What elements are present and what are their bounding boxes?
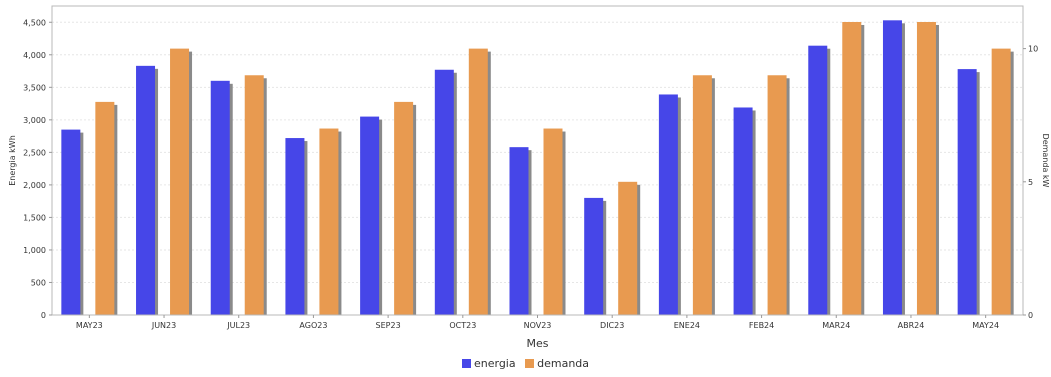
x-tick-label: AGO23 [299, 321, 327, 330]
bar-demanda-JUL23 [244, 75, 264, 315]
bar-demanda-NOV23 [543, 128, 563, 315]
bar-energia-AGO23 [285, 138, 305, 315]
legend: energia demanda [0, 357, 1051, 371]
gridlines [52, 21, 1023, 316]
legend-label-demanda: demanda [537, 357, 590, 370]
legend-item-demanda[interactable]: demanda [525, 357, 589, 370]
left-tick-label: 3,000 [23, 116, 46, 125]
bar-energia-MAY23 [61, 129, 81, 315]
bars [61, 20, 1014, 316]
x-tick-label: ABR24 [898, 321, 925, 330]
x-tick-label: OCT23 [449, 321, 476, 330]
bar-demanda-ABR24 [916, 21, 936, 316]
left-axis-ticks: 0 500 1,000 1,500 2,000 2,500 3,000 3,500 4,000 4… [23, 18, 52, 320]
bar-energia-ENE24 [658, 94, 678, 315]
bar-energia-NOV23 [509, 147, 529, 315]
left-axis-title: Energia kWh [8, 135, 17, 186]
bar-energia-JUN23 [136, 65, 156, 315]
left-tick-label: 500 [31, 278, 46, 287]
bar-energia-SEP23 [360, 116, 380, 315]
bar-demanda-ENE24 [692, 75, 712, 315]
bar-energia-ABR24 [882, 20, 902, 315]
left-tick-label: 1,000 [23, 246, 46, 255]
bar-demanda-JUN23 [170, 48, 190, 315]
x-tick-label: JUL23 [226, 321, 250, 330]
x-tick-label: SEP23 [376, 321, 401, 330]
bar-demanda-MAR24 [842, 21, 862, 316]
bar-energia-DIC23 [584, 197, 604, 315]
bar-demanda-FEB24 [767, 75, 787, 315]
x-tick-label: DIC23 [600, 321, 624, 330]
bar-demanda-OCT23 [468, 48, 488, 315]
bar-demanda-SEP23 [394, 101, 414, 316]
bar-energia-JUL23 [210, 80, 230, 316]
right-tick-label: 0 [1028, 311, 1033, 320]
x-tick-label: MAY24 [972, 321, 999, 330]
left-tick-label: 0 [41, 311, 46, 320]
right-axis-title: Demanda kW [1041, 134, 1050, 188]
left-tick-label: 1,500 [23, 213, 46, 222]
left-tick-label: 2,000 [23, 181, 46, 190]
x-tick-label: JUN23 [151, 321, 176, 330]
bar-demanda-MAY23 [95, 101, 115, 316]
x-axis-ticks: MAY23 JUN23 JUL23 AGO23 SEP23 OCT23 NOV23 DIC23… [76, 315, 999, 330]
bar-energia-MAR24 [808, 45, 828, 316]
bar-demanda-MAY24 [991, 48, 1011, 315]
legend-label-energia: energia [473, 357, 516, 370]
legend-swatch-energia [461, 359, 471, 368]
right-axis-ticks: 0 5 10 [1023, 45, 1038, 320]
right-tick-label: 10 [1028, 45, 1038, 54]
x-tick-label: ENE24 [674, 321, 700, 330]
left-tick-label: 2,500 [23, 148, 46, 157]
x-tick-label: FEB24 [749, 321, 774, 330]
plot-frame [51, 5, 1024, 316]
left-tick-label: 3,500 [23, 83, 46, 92]
legend-swatch-demanda [525, 359, 535, 368]
bar-energia-MAY24 [957, 69, 977, 316]
bar-demanda-AGO23 [319, 128, 339, 315]
bar-demanda-DIC23 [618, 181, 638, 315]
left-tick-label: 4,000 [23, 51, 46, 60]
right-tick-label: 5 [1028, 178, 1033, 187]
x-tick-label: MAR24 [822, 321, 850, 330]
x-tick-label: MAY23 [76, 321, 103, 330]
bar-energia-FEB24 [733, 107, 753, 315]
legend-item-energia[interactable]: energia [461, 357, 516, 370]
left-tick-label: 4,500 [23, 18, 46, 27]
x-axis-title: Mes [527, 337, 549, 350]
bar-energia-OCT23 [434, 69, 454, 315]
x-tick-label: NOV23 [524, 321, 552, 330]
